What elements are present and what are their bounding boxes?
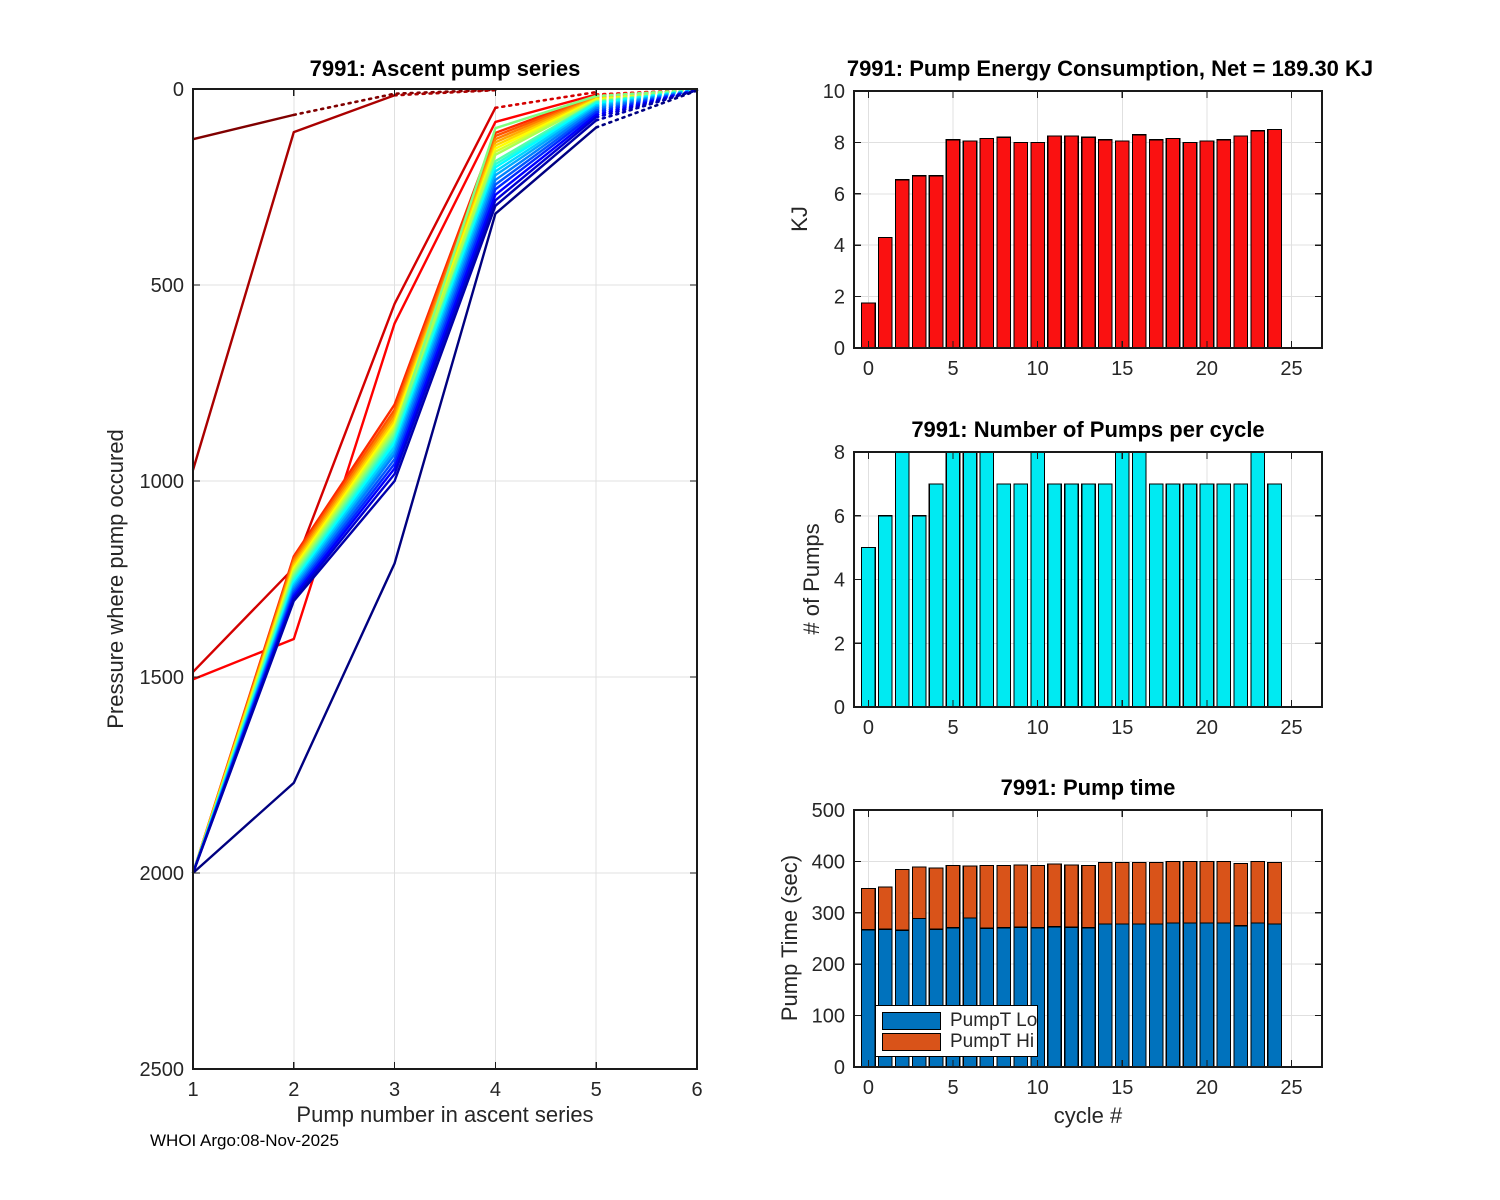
pump-time-ylabel: Pump Time (sec) (777, 854, 802, 1022)
pumps-ylabel: # of Pumps (799, 523, 824, 635)
svg-text:10: 10 (1027, 358, 1049, 380)
energy-title: 7991: Pump Energy Consumption, Net = 189… (846, 56, 1374, 81)
svg-text:1500: 1500 (140, 667, 185, 689)
ascent-frame (192, 88, 698, 1070)
svg-text:500: 500 (151, 275, 184, 297)
legend-swatch-hi (882, 1032, 941, 1051)
svg-text:400: 400 (812, 851, 845, 873)
svg-text:0: 0 (863, 1077, 874, 1099)
pumps-tick-labels: 0 5 10 15 20 25 0 2 4 6 8 (834, 442, 1303, 739)
pumps-title: 7991: Number of Pumps per cycle (911, 417, 1265, 442)
pumps-plot: 0 5 10 15 20 25 0 2 4 6 8 (834, 442, 1323, 739)
legend-label-hi: PumpT Hi (950, 1030, 1035, 1052)
pump-time-legend: PumpT Lo PumpT Hi (875, 1005, 1038, 1057)
energy-bars (861, 128, 1282, 349)
pumptime-tick-labels: 0 5 10 15 20 25 0 100 200 300 400 500 (812, 800, 1303, 1099)
svg-text:15: 15 (1111, 717, 1133, 739)
svg-text:4: 4 (490, 1079, 501, 1101)
pump-time-xlabel: cycle # (1053, 1103, 1123, 1128)
svg-text:10: 10 (823, 81, 845, 103)
svg-text:25: 25 (1280, 358, 1302, 380)
energy-plot: 0 5 10 15 20 25 0 2 4 6 8 10 (823, 81, 1323, 380)
svg-text:500: 500 (812, 800, 845, 822)
svg-text:6: 6 (834, 506, 845, 528)
svg-text:0: 0 (834, 1057, 845, 1079)
pump-time-title: 7991: Pump time (1000, 775, 1176, 800)
svg-text:6: 6 (834, 184, 845, 206)
svg-text:20: 20 (1196, 717, 1218, 739)
footer-text: WHOI Argo:08-Nov-2025 (150, 1131, 339, 1150)
svg-text:5: 5 (591, 1079, 602, 1101)
svg-text:6: 6 (691, 1079, 702, 1101)
svg-text:5: 5 (947, 1077, 958, 1099)
legend-swatch-lo (882, 1011, 941, 1030)
svg-text:100: 100 (812, 1006, 845, 1028)
svg-text:8: 8 (834, 442, 845, 464)
ascent-ylabel: Pressure where pump occured (103, 429, 128, 729)
svg-text:20: 20 (1196, 1077, 1218, 1099)
energy-tick-labels: 0 5 10 15 20 25 0 2 4 6 8 10 (823, 81, 1303, 380)
pumptime-frame (853, 809, 1323, 1068)
pumps-bars (861, 451, 1282, 708)
svg-text:0: 0 (863, 358, 874, 380)
svg-text:300: 300 (812, 903, 845, 925)
svg-text:200: 200 (812, 954, 845, 976)
legend-row-lo: PumpT Lo (882, 1010, 1037, 1031)
svg-text:2: 2 (834, 287, 845, 309)
pumps-frame (853, 451, 1323, 708)
svg-text:4: 4 (834, 570, 845, 592)
svg-text:15: 15 (1111, 358, 1133, 380)
svg-text:0: 0 (834, 697, 845, 719)
ascent-series-lines (191, 88, 699, 874)
svg-text:20: 20 (1196, 358, 1218, 380)
ascent-xlabel: Pump number in ascent series (296, 1102, 594, 1127)
svg-text:2: 2 (288, 1079, 299, 1101)
svg-text:0: 0 (834, 338, 845, 360)
legend-label-lo: PumpT Lo (950, 1009, 1038, 1031)
svg-text:0: 0 (173, 79, 184, 101)
svg-text:25: 25 (1280, 1077, 1302, 1099)
svg-text:8: 8 (834, 132, 845, 154)
svg-text:10: 10 (1027, 717, 1049, 739)
ascent-grid (193, 89, 697, 1069)
svg-text:3: 3 (389, 1079, 400, 1101)
svg-text:2: 2 (834, 633, 845, 655)
svg-text:2500: 2500 (140, 1059, 185, 1081)
svg-text:1: 1 (187, 1079, 198, 1101)
svg-text:25: 25 (1280, 717, 1302, 739)
svg-text:4: 4 (834, 235, 845, 257)
svg-text:5: 5 (947, 358, 958, 380)
ascent-tick-labels: 1 2 3 4 5 6 0 500 1000 1500 2000 2500 (140, 79, 703, 1101)
legend-row-hi: PumpT Hi (882, 1031, 1037, 1052)
ascent-plot: 1 2 3 4 5 6 0 500 1000 1500 2000 2500 (140, 79, 703, 1101)
energy-ylabel: KJ (787, 206, 812, 232)
svg-text:0: 0 (863, 717, 874, 739)
svg-text:15: 15 (1111, 1077, 1133, 1099)
energy-frame (853, 90, 1323, 349)
svg-text:10: 10 (1027, 1077, 1049, 1099)
svg-text:2000: 2000 (140, 863, 185, 885)
svg-text:5: 5 (947, 717, 958, 739)
svg-text:1000: 1000 (140, 471, 185, 493)
ascent-title: 7991: Ascent pump series (309, 56, 581, 81)
